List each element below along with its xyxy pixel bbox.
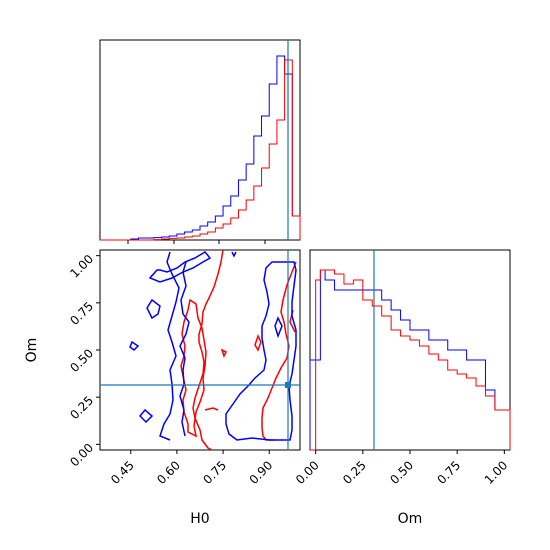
contour-ytick-label: 0.50 (67, 346, 96, 375)
hist-Om-xtick-label: 0.75 (434, 458, 463, 487)
contour-blue-right (225, 261, 297, 441)
truth-marker (285, 382, 291, 388)
contour-red-outer-left (192, 249, 224, 451)
hist-H0-series-0 (100, 55, 301, 241)
xlabel-Om: Om (398, 511, 423, 527)
contour-red-blob-3 (204, 407, 219, 411)
contour-ytick-label: 1.00 (67, 252, 96, 281)
contour-ytick-label: 0.75 (67, 299, 96, 328)
hist-H0-panel (99, 39, 301, 244)
contour-panel: 0.45 0.60 0.75 0.90 0.00 0.25 0.50 0.75 1.00 H0… (24, 249, 301, 527)
contour-blue-left-column (179, 261, 190, 437)
contour-red-blob-2 (220, 348, 228, 358)
contour-red-series (180, 249, 297, 451)
hist-Om-series-1 (310, 269, 511, 451)
hist-Om-panel: 0.00 0.25 0.50 0.75 1.00 Om (293, 249, 511, 527)
contour-blue-small-2 (129, 340, 140, 351)
ylabel-Om: Om (24, 338, 40, 363)
contour-red-blob-1 (254, 334, 262, 352)
contour-ytick-label: 0.00 (67, 441, 96, 470)
hist-Om-xtick-label: 0.50 (387, 458, 416, 487)
contour-xtick-label: 0.90 (247, 458, 276, 487)
contour-blue-series (129, 251, 297, 441)
hist-H0-frame (99, 39, 301, 241)
xlabel-H0: H0 (190, 511, 209, 527)
contour-red-outer-right (261, 261, 297, 441)
contour-blue-right-inner (274, 316, 283, 339)
hist-H0-series-1 (100, 59, 301, 241)
contour-blue-outer-left (148, 251, 212, 283)
hist-Om-series-0 (309, 269, 511, 450)
contour-frame (99, 249, 301, 451)
contour-xtick-label: 0.75 (200, 458, 229, 487)
contour-blue-small-4 (231, 251, 237, 258)
contour-blue-left-edge (159, 251, 180, 441)
contour-xtick-label: 0.45 (108, 458, 137, 487)
hist-Om-xtick-label: 0.25 (340, 458, 369, 487)
hist-Om-xtick-label: 0.00 (293, 458, 322, 487)
contour-ytick-label: 0.25 (67, 393, 96, 422)
contour-red-inner (180, 298, 207, 438)
hist-H0-ticks (127, 240, 266, 244)
contour-blue-small-3 (138, 408, 154, 424)
contour-blue-small-1 (146, 298, 161, 320)
contour-xtick-label: 0.60 (154, 458, 183, 487)
hist-Om-xtick-label: 1.00 (482, 458, 511, 487)
hist-Om-frame (309, 249, 511, 451)
